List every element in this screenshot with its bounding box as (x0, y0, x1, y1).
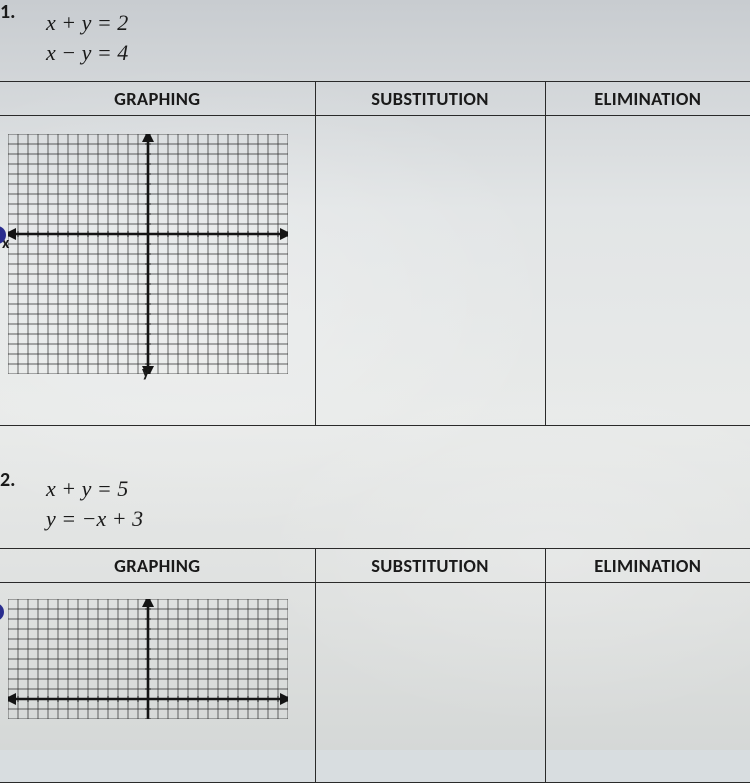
header-substitution: SUBSTITUTION (315, 82, 545, 116)
marker-dot (0, 603, 4, 621)
equation-line: y = −x + 3 (46, 504, 750, 534)
methods-table: GRAPHING SUBSTITUTION ELIMINATION (0, 548, 750, 783)
problem-number: 1. (0, 0, 15, 24)
axis-label-y: y (142, 363, 150, 382)
header-elimination: ELIMINATION (545, 82, 750, 116)
elimination-cell (545, 582, 750, 782)
substitution-cell (315, 116, 545, 426)
coordinate-grid (8, 599, 288, 719)
equation-line: x + y = 5 (46, 474, 750, 504)
header-graphing: GRAPHING (0, 548, 315, 582)
header-elimination: ELIMINATION (545, 548, 750, 582)
equation-block: x + y = 2 x − y = 4 (0, 0, 750, 81)
equation-line: x − y = 4 (46, 38, 750, 68)
header-graphing: GRAPHING (0, 82, 315, 116)
equation-line: x + y = 2 (46, 8, 750, 38)
substitution-cell (315, 582, 545, 782)
problem-number: 2. (0, 468, 15, 492)
header-substitution: SUBSTITUTION (315, 548, 545, 582)
graphing-cell: x y (0, 116, 315, 426)
coordinate-grid: x y (8, 134, 288, 374)
graphing-cell (0, 582, 315, 782)
equation-block: x + y = 5 y = −x + 3 (0, 466, 750, 547)
methods-table: GRAPHING SUBSTITUTION ELIMINATION x y (0, 81, 750, 426)
elimination-cell (545, 116, 750, 426)
